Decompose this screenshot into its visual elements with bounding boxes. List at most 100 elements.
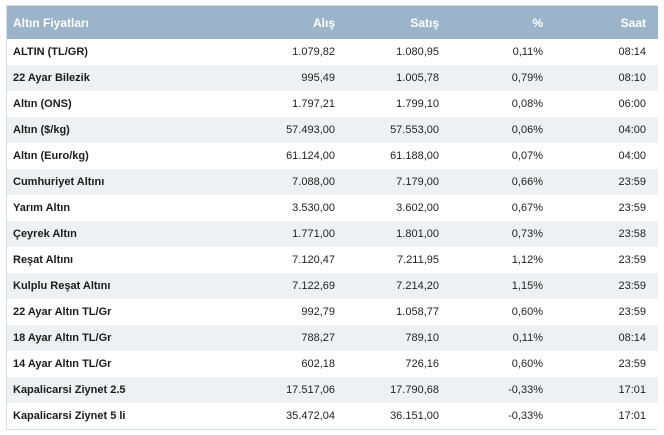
cell-buy: 602,18 [301, 358, 335, 370]
table-row[interactable]: Altın ($/kg) 57.493,00 57.553,00 0,06% 04:00 [7, 117, 658, 143]
cell-buy: 1.797,21 [292, 98, 335, 110]
cell-buy: 788,27 [301, 332, 335, 344]
cell-sell: 7.211,95 [396, 254, 439, 266]
cell-time: 04:00 [618, 124, 646, 136]
table-row[interactable]: 14 Ayar Altın TL/Gr 602,18 726,16 0,60% 23:5… [7, 351, 658, 377]
table-row[interactable]: Altın (Euro/kg) 61.124,00 61.188,00 0,07% 04… [7, 143, 658, 169]
table-row[interactable]: 22 Ayar Bilezik 995,49 1.005,78 0,79% 08:10 [7, 65, 658, 91]
table-row[interactable]: Cumhuriyet Altını 7.088,00 7.179,00 0,66% 23… [7, 169, 658, 195]
gold-prices-panel: Altın Fiyatları Alış Satış % Saat ALTIN … [6, 5, 658, 430]
table-row[interactable]: 18 Ayar Altın TL/Gr 788,27 789,10 0,11% 08:1… [7, 325, 658, 351]
cell-time: 23:59 [618, 358, 646, 370]
cell-sell: 1.005,78 [396, 72, 439, 84]
cell-time: 08:14 [618, 46, 646, 58]
table-row[interactable]: Reşat Altını 7.120,47 7.211,95 1,12% 23:59 [7, 247, 658, 273]
gold-prices-table: Altın Fiyatları Alış Satış % Saat ALTIN … [7, 6, 658, 429]
cell-name: 14 Ayar Altın TL/Gr [13, 358, 112, 370]
cell-name: Altın (ONS) [13, 98, 72, 110]
cell-sell: 61.188,00 [390, 150, 439, 162]
cell-buy: 3.530,00 [292, 202, 335, 214]
cell-buy: 992,79 [301, 306, 335, 318]
cell-buy: 1.079,82 [292, 46, 335, 58]
cell-percent: 0,66% [511, 176, 543, 188]
cell-sell: 789,10 [405, 332, 439, 344]
cell-percent: 0,07% [511, 150, 543, 162]
cell-percent: 0,60% [511, 306, 543, 318]
column-header-sell[interactable]: Satış [410, 15, 439, 30]
cell-time: 06:00 [618, 98, 646, 110]
cell-time: 23:59 [618, 202, 646, 214]
cell-name: ALTIN (TL/GR) [13, 46, 88, 58]
cell-sell: 1.799,10 [396, 98, 439, 110]
cell-buy: 995,49 [301, 72, 335, 84]
cell-sell: 1.080,95 [396, 46, 439, 58]
cell-buy: 35.472,04 [286, 410, 335, 422]
cell-buy: 1.771,00 [292, 228, 335, 240]
table-row[interactable]: Çeyrek Altın 1.771,00 1.801,00 0,73% 23:58 [7, 221, 658, 247]
cell-time: 23:59 [618, 280, 646, 292]
table-row[interactable]: Altın (ONS) 1.797,21 1.799,10 0,08% 06:00 [7, 91, 658, 117]
table-row[interactable]: ALTIN (TL/GR) 1.079,82 1.080,95 0,11% 08:14 [7, 39, 658, 65]
cell-name: Yarım Altın [13, 202, 71, 214]
cell-sell: 7.179,00 [396, 176, 439, 188]
cell-percent: 0,67% [511, 202, 543, 214]
cell-sell: 1.058,77 [396, 306, 439, 318]
table-body: ALTIN (TL/GR) 1.079,82 1.080,95 0,11% 08:14 2… [7, 39, 658, 429]
cell-sell: 57.553,00 [390, 124, 439, 136]
cell-name: Çeyrek Altın [13, 228, 77, 240]
cell-buy: 17.517,06 [286, 384, 335, 396]
cell-name: Cumhuriyet Altını [13, 176, 105, 188]
table-row[interactable]: Kapalicarsi Ziynet 2.5 17.517,06 17.790,68… [7, 377, 658, 403]
cell-percent: 1,12% [511, 254, 543, 266]
cell-name: Reşat Altını [13, 254, 74, 266]
cell-buy: 7.120,47 [292, 254, 335, 266]
cell-percent: 0,60% [511, 358, 543, 370]
table-row[interactable]: Kapalicarsi Ziynet 5 li 35.472,04 36.151,0… [7, 403, 658, 429]
cell-time: 08:10 [618, 72, 646, 84]
cell-name: 22 Ayar Altın TL/Gr [13, 306, 112, 318]
cell-percent: -0,33% [508, 384, 543, 396]
cell-sell: 7.214,20 [396, 280, 439, 292]
column-header-name[interactable]: Altın Fiyatları [13, 15, 90, 30]
column-header-percent[interactable]: % [532, 15, 543, 30]
cell-name: Altın ($/kg) [13, 124, 70, 136]
table-row[interactable]: 22 Ayar Altın TL/Gr 992,79 1.058,77 0,60% 23… [7, 299, 658, 325]
column-header-buy[interactable]: Alış [312, 15, 335, 30]
cell-percent: 0,06% [511, 124, 543, 136]
cell-time: 04:00 [618, 150, 646, 162]
cell-time: 08:14 [618, 332, 646, 344]
cell-time: 17:01 [618, 384, 646, 396]
cell-buy: 7.122,69 [292, 280, 335, 292]
cell-buy: 57.493,00 [286, 124, 335, 136]
table-row[interactable]: Kulplu Reşat Altını 7.122,69 7.214,20 1,15%… [7, 273, 658, 299]
cell-sell: 1.801,00 [396, 228, 439, 240]
table-header: Altın Fiyatları Alış Satış % Saat [7, 6, 658, 39]
cell-percent: 0,73% [511, 228, 543, 240]
cell-name: Altın (Euro/kg) [13, 150, 89, 162]
cell-name: 18 Ayar Altın TL/Gr [13, 332, 112, 344]
cell-buy: 61.124,00 [286, 150, 335, 162]
cell-percent: 0,11% [512, 332, 543, 344]
header-row: Altın Fiyatları Alış Satış % Saat [7, 6, 658, 39]
cell-name: 22 Ayar Bilezik [13, 72, 90, 84]
cell-time: 23:59 [618, 254, 646, 266]
cell-sell: 17.790,68 [390, 384, 439, 396]
table-row[interactable]: Yarım Altın 3.530,00 3.602,00 0,67% 23:59 [7, 195, 658, 221]
cell-name: Kapalicarsi Ziynet 2.5 [13, 384, 126, 396]
column-header-time[interactable]: Saat [620, 15, 646, 30]
cell-percent: 0,79% [511, 72, 543, 84]
cell-buy: 7.088,00 [292, 176, 335, 188]
cell-time: 17:01 [618, 410, 646, 422]
cell-sell: 36.151,00 [390, 410, 439, 422]
cell-time: 23:59 [618, 306, 646, 318]
cell-name: Kapalicarsi Ziynet 5 li [13, 410, 126, 422]
cell-name: Kulplu Reşat Altını [13, 280, 111, 292]
cell-percent: -0,33% [508, 410, 543, 422]
cell-time: 23:59 [618, 176, 646, 188]
cell-percent: 0,11% [512, 46, 543, 58]
cell-time: 23:58 [618, 228, 646, 240]
cell-sell: 726,16 [405, 358, 439, 370]
cell-percent: 1,15% [511, 280, 543, 292]
cell-sell: 3.602,00 [396, 202, 439, 214]
cell-percent: 0,08% [511, 98, 543, 110]
